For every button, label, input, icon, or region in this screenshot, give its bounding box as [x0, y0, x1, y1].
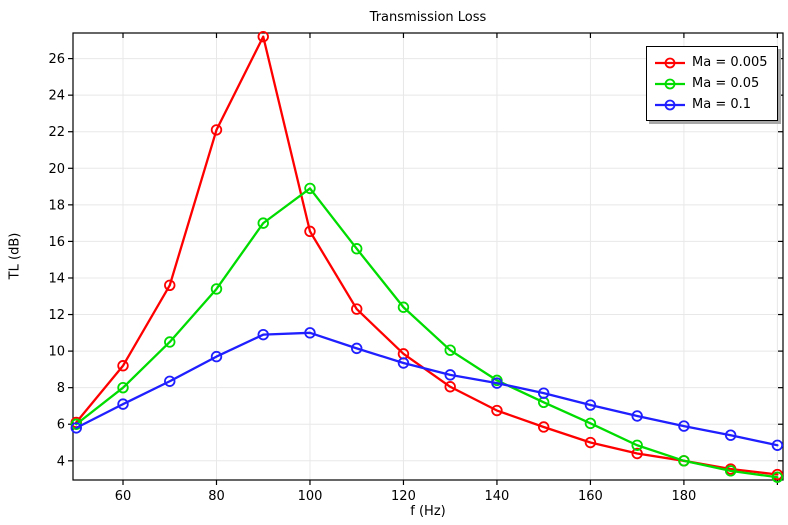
series-marker [397, 301, 410, 313]
series-marker [444, 344, 456, 356]
y-tick-label: 12 [48, 308, 65, 323]
series-marker [117, 381, 129, 394]
y-axis-label: TL (dB) [7, 232, 23, 280]
y-tick-label: 8 [57, 381, 65, 396]
series-marker [537, 387, 550, 399]
axes [68, 32, 784, 485]
series-line-0 [75, 35, 779, 476]
series-marker [70, 422, 82, 434]
series-marker [210, 350, 223, 363]
y-tick-label: 14 [48, 271, 65, 286]
series-marker [164, 279, 176, 291]
series-marker [678, 455, 690, 467]
series-marker [491, 377, 503, 389]
series-marker [117, 360, 129, 372]
legend-label: Ma = 0.1 [692, 97, 752, 112]
y-tick-label: 22 [48, 125, 65, 140]
series-marker [771, 471, 784, 483]
series-marker [631, 447, 643, 460]
x-tick-label: 180 [671, 489, 696, 504]
series-marker [164, 336, 176, 348]
series-0 [70, 30, 784, 481]
legend: Ma = 0.005 Ma = 0.05 Ma = 0.1 [646, 46, 778, 121]
series-marker [444, 369, 456, 381]
series-1 [70, 182, 784, 483]
y-tick-label: 24 [48, 89, 65, 104]
series-line-2 [75, 331, 779, 447]
series-marker [304, 182, 316, 195]
y-tick-label: 18 [48, 198, 65, 213]
series-marker [444, 381, 456, 393]
legend-item-0: Ma = 0.005 [654, 52, 768, 73]
series-marker [537, 421, 550, 433]
x-tick-label: 160 [578, 489, 603, 504]
series-marker [397, 357, 410, 369]
series-marker [164, 375, 176, 387]
series-marker [257, 30, 269, 43]
y-tick-label: 20 [48, 162, 65, 177]
plot-border [72, 32, 784, 481]
gridlines [73, 33, 783, 480]
legend-marker-icon [655, 99, 685, 110]
series-marker [351, 342, 363, 355]
legend-marker-icon [655, 78, 685, 89]
series-marker [631, 410, 643, 422]
legend-label: Ma = 0.005 [692, 55, 768, 70]
series-marker [724, 429, 737, 441]
legend-marker-icon [655, 57, 685, 68]
y-tick-label: 6 [57, 418, 65, 433]
x-tick-label: 80 [208, 489, 225, 504]
y-tick-label: 10 [48, 345, 65, 360]
x-tick-label: 120 [391, 489, 416, 504]
legend-label: Ma = 0.05 [692, 76, 760, 91]
y-tick-label: 16 [48, 235, 65, 250]
x-tick-label: 60 [115, 489, 132, 504]
series-marker [257, 217, 269, 229]
x-tick-label: 100 [298, 489, 323, 504]
series-marker [584, 436, 597, 449]
series-marker [584, 417, 597, 430]
series-marker [257, 328, 269, 341]
series-marker [117, 398, 129, 410]
series-line-1 [75, 187, 779, 479]
series-marker [304, 327, 316, 339]
series-marker [584, 399, 597, 411]
series-marker [678, 420, 690, 432]
series-marker [304, 225, 316, 238]
chart-title: Transmission Loss [369, 10, 487, 25]
series-marker [210, 283, 223, 295]
legend-item-2: Ma = 0.1 [654, 94, 768, 115]
series-marker [491, 404, 503, 417]
y-tick-label: 26 [48, 52, 65, 67]
y-tick-label: 4 [57, 454, 65, 469]
series-2 [70, 327, 784, 451]
x-axis-label: f (Hz) [410, 504, 446, 519]
tick-labels: 60 80 100 120 140 160 180 4 6 8 10 12 14 16 18 20 22 24 26 [48, 52, 696, 504]
legend-item-1: Ma = 0.05 [654, 73, 768, 94]
x-tick-label: 140 [485, 489, 510, 504]
series-marker [631, 439, 643, 451]
series-marker [351, 303, 363, 315]
series-marker [724, 465, 737, 477]
series-marker [771, 439, 784, 451]
series-marker [351, 243, 363, 255]
series-marker [210, 124, 223, 136]
